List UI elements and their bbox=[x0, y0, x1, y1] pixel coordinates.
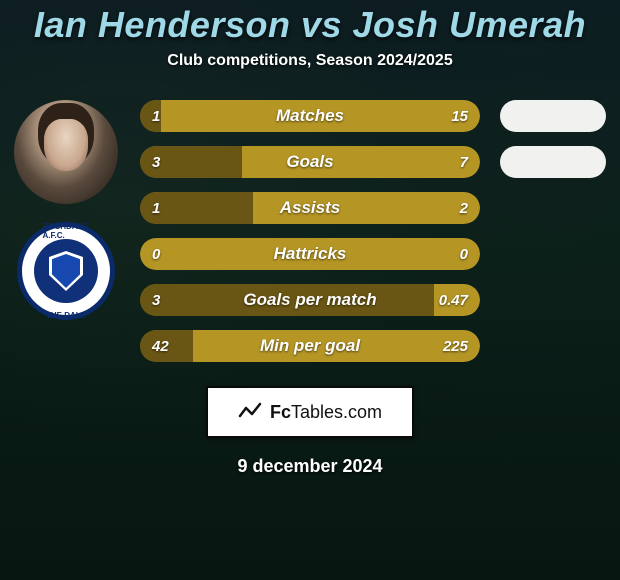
stat-bar: Matches115 bbox=[140, 100, 480, 132]
stat-bar: Hattricks00 bbox=[140, 238, 480, 270]
club-badge-inner bbox=[34, 239, 98, 303]
stats-bars: Matches115 Goals37 Assists12 Hattricks00 Goa… bbox=[140, 100, 480, 362]
logo-rest: Tables.com bbox=[291, 402, 382, 422]
stat-bar-base bbox=[140, 238, 480, 270]
card-container: Ian Henderson vs Josh Umerah Club compet… bbox=[0, 0, 620, 580]
subtitle: Club competitions, Season 2024/2025 bbox=[167, 52, 452, 70]
club-badge: ROCHDALE A.F.C. THE DALE bbox=[17, 222, 115, 320]
stat-bar-fill bbox=[140, 100, 161, 132]
club-name-top: ROCHDALE A.F.C. bbox=[43, 222, 90, 240]
right-column bbox=[500, 100, 606, 178]
stat-bar-fill bbox=[140, 284, 434, 316]
player-pill bbox=[500, 100, 606, 132]
club-name-bottom: THE DALE bbox=[46, 311, 86, 320]
stat-bar-base bbox=[140, 100, 480, 132]
stat-bar-fill bbox=[140, 192, 253, 224]
page-title: Ian Henderson vs Josh Umerah bbox=[34, 4, 586, 46]
source-logo-text: FcTables.com bbox=[270, 402, 382, 423]
player-avatar bbox=[14, 100, 118, 204]
fctables-logo-icon bbox=[238, 402, 264, 422]
left-column: ROCHDALE A.F.C. THE DALE bbox=[6, 100, 126, 320]
stat-bar: Goals per match30.47 bbox=[140, 284, 480, 316]
source-logo: FcTables.com bbox=[206, 386, 414, 438]
stat-bar: Min per goal42225 bbox=[140, 330, 480, 362]
logo-bold: Fc bbox=[270, 402, 291, 422]
club-badge-shield-icon bbox=[49, 251, 83, 291]
stat-bar: Goals37 bbox=[140, 146, 480, 178]
stat-bar-fill bbox=[140, 330, 193, 362]
content-row: ROCHDALE A.F.C. THE DALE Matches115 Goals… bbox=[0, 100, 620, 362]
player-pill bbox=[500, 146, 606, 178]
stat-bar: Assists12 bbox=[140, 192, 480, 224]
date-text: 9 december 2024 bbox=[237, 456, 382, 477]
stat-bar-fill bbox=[140, 146, 242, 178]
